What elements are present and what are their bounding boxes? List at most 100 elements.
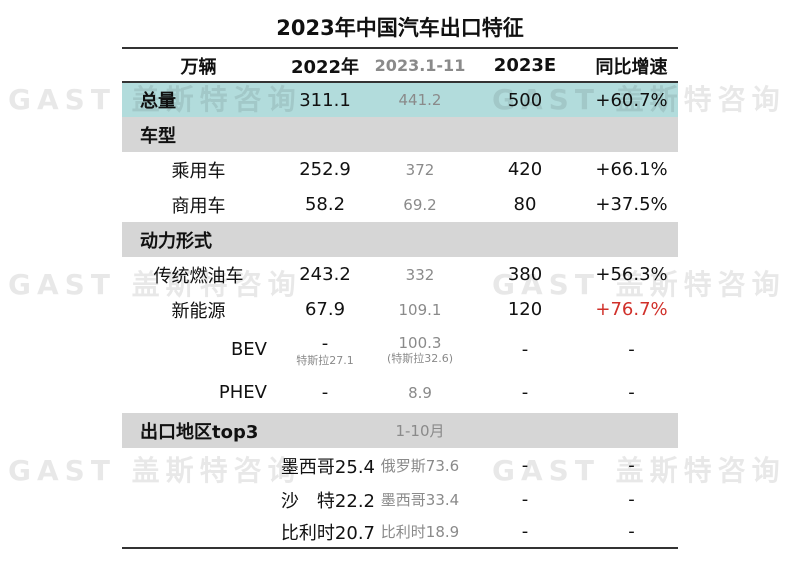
cell-2022: 比利时20.7 [222, 516, 375, 547]
row-label-text: PHEV [218, 382, 267, 403]
cell-2023-ytd: 1-10月 [375, 413, 465, 448]
top-rule [122, 47, 678, 49]
cell-2023-ytd: 69.2 [375, 187, 465, 222]
table-row: 动力形式 [122, 222, 678, 257]
cell-2023e-text: 380 [507, 264, 543, 285]
header-growth: 同比增速 [595, 56, 668, 78]
table-row: 出口地区top3 1-10月 [122, 413, 678, 448]
cell-growth-text: - [628, 339, 635, 360]
table-row: 沙 特22.2 墨西哥33.4 - - [122, 483, 678, 516]
watermark: GAST 盖斯特咨询 [8, 454, 302, 487]
cell-2023e-text: 420 [507, 159, 543, 180]
row-label: 动力形式 [122, 222, 275, 257]
watermark: GAST 盖斯特咨询 [8, 268, 302, 301]
cell-2022: - [275, 372, 375, 413]
cell-2023-ytd-text: 墨西哥33.4 [380, 491, 460, 509]
row-label-text: 商用车 [171, 195, 226, 217]
cell-2023-ytd: 俄罗斯73.6 [375, 448, 465, 483]
row-label-text: 动力形式 [140, 230, 212, 252]
header-2023e: 2023E [493, 55, 557, 76]
cell-growth: - [585, 516, 678, 547]
row-label: 出口地区top3 [122, 413, 275, 448]
cell-2022-text: 311.1 [299, 89, 351, 111]
table-row: 传统燃油车 243.2 332 380 +56.3% [122, 257, 678, 292]
cell-2022-text: 243.2 [299, 264, 351, 285]
cell-growth: +76.7% [585, 292, 678, 327]
cell-growth-text: +66.1% [595, 159, 668, 180]
cell-growth-text: - [628, 521, 635, 542]
row-label: 传统燃油车 [122, 257, 275, 292]
row-label-text: BEV [230, 339, 267, 360]
cell-2023-ytd: 372 [375, 152, 465, 187]
cell-2022-text: 67.9 [304, 299, 346, 320]
cell-2023e: - [465, 483, 585, 516]
cell-growth: - [585, 483, 678, 516]
cell-2022-text: 比利时20.7 [280, 522, 375, 544]
cell-growth-text: - [628, 455, 635, 476]
cell-2023e: 420 [465, 152, 585, 187]
header-row: 万辆 2022年 2023.1-11 2023E 同比增速 [122, 49, 678, 82]
table-title: 2023年中国汽车出口特征 [276, 16, 524, 40]
row-label: PHEV [122, 372, 275, 413]
row-label: 新能源 [122, 292, 275, 327]
cell-2023e: - [465, 372, 585, 413]
cell-growth-text: +60.7% [595, 89, 668, 111]
cell-2022-text: - [321, 332, 329, 354]
row-label: 商用车 [122, 187, 275, 222]
cell-2023-ytd-text: 332 [405, 265, 435, 284]
cell-growth-text: - [628, 382, 635, 403]
row-label-text: 车型 [140, 125, 176, 147]
cell-growth-text: - [628, 489, 635, 510]
cell-growth: +66.1% [585, 152, 678, 187]
cell-2023e-text: - [521, 382, 529, 403]
cell-2022: 58.2 [275, 187, 375, 222]
cell-2022-text: 252.9 [299, 159, 351, 180]
table-row: 新能源 67.9 109.1 120 +76.7% [122, 292, 678, 327]
cell-2023-ytd-note: (特斯拉32.6) [386, 352, 454, 365]
watermark: GAST 盖斯特咨询 [492, 268, 786, 301]
cell-growth: +60.7% [585, 83, 678, 117]
cell-2023e: 500 [465, 83, 585, 117]
cell-2023-ytd: 8.9 [375, 372, 465, 413]
cell-growth: +56.3% [585, 257, 678, 292]
cell-2023-ytd-text: 109.1 [398, 300, 442, 319]
cell-growth: - [585, 448, 678, 483]
watermark: GAST 盖斯特咨询 [492, 83, 786, 116]
row-label-text: 总量 [140, 91, 176, 112]
header-unit: 万辆 [180, 56, 217, 78]
cell-2023-ytd-text: 1-10月 [395, 422, 445, 440]
cell-2023e: - [465, 516, 585, 547]
cell-2023e-text: - [521, 521, 529, 542]
cell-2023e-text: - [521, 455, 529, 476]
cell-2023-ytd: 109.1 [375, 292, 465, 327]
cell-2023e: 80 [465, 187, 585, 222]
table-row: 乘用车 252.9 372 420 +66.1% [122, 152, 678, 187]
table-row: PHEV - 8.9 - - [122, 372, 678, 413]
row-label-text: 乘用车 [171, 160, 226, 182]
table-row: 车型 [122, 117, 678, 152]
row-label-text: 新能源 [171, 300, 226, 322]
cell-2023-ytd-text: 372 [405, 160, 435, 179]
cell-2022-text: 沙 特22.2 [280, 490, 375, 512]
cell-2023-ytd-text: 俄罗斯73.6 [380, 457, 460, 475]
cell-2023-ytd-text: 8.9 [408, 383, 432, 402]
row-label-text: 传统燃油车 [153, 265, 244, 287]
header-rule [122, 81, 678, 83]
cell-2023-ytd: 100.3 (特斯拉32.6) [375, 327, 465, 372]
cell-growth: - [585, 327, 678, 372]
cell-2023e: - [465, 448, 585, 483]
cell-2023e-text: 120 [507, 299, 543, 320]
cell-2022: 243.2 [275, 257, 375, 292]
cell-growth: - [585, 372, 678, 413]
row-label: 车型 [122, 117, 275, 152]
row-label: 总量 [122, 83, 275, 117]
cell-2023-ytd: 比利时18.9 [375, 516, 465, 547]
table-row: 比利时20.7 比利时18.9 - - [122, 516, 678, 547]
header-2023-ytd: 2023.1-11 [374, 56, 466, 75]
table-row: BEV - 特斯拉27.1 100.3 (特斯拉32.6) - - [122, 327, 678, 372]
row-label: 乘用车 [122, 152, 275, 187]
watermark: GAST 盖斯特咨询 [8, 83, 302, 116]
cell-2023-ytd: 墨西哥33.4 [375, 483, 465, 516]
cell-2023e-text: - [521, 339, 529, 360]
table-row: 商用车 58.2 69.2 80 +37.5% [122, 187, 678, 222]
